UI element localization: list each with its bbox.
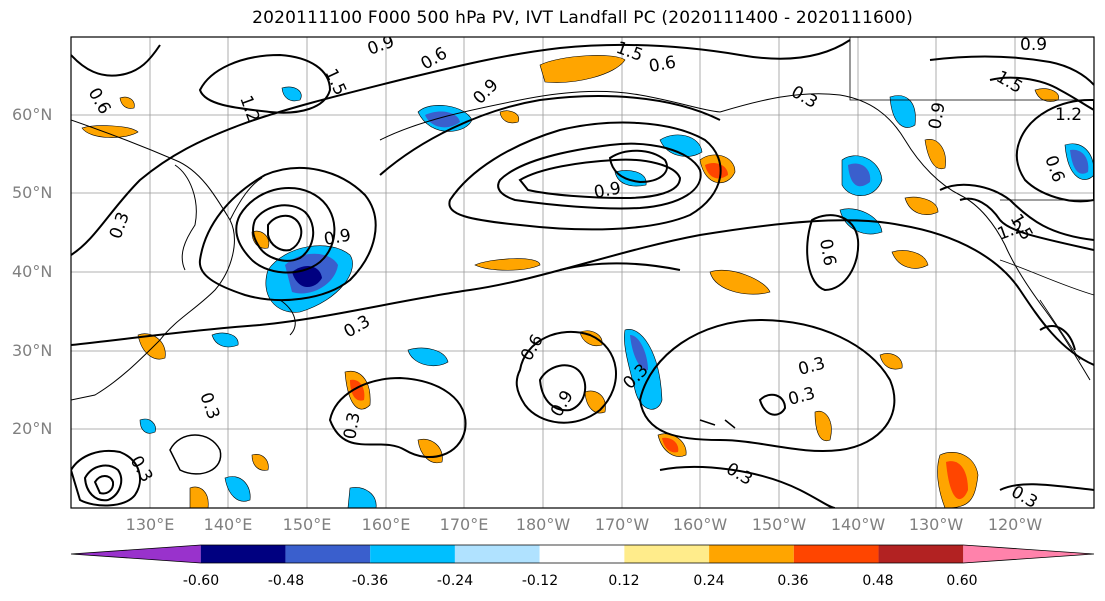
lon-label: 170°E <box>439 515 489 534</box>
lat-label: 30°N <box>12 341 53 360</box>
colorbar-swatch <box>370 545 455 563</box>
map-panel <box>71 37 1094 508</box>
lon-label: 130°W <box>908 515 964 534</box>
colorbar-tick-label: -0.12 <box>521 573 559 589</box>
negative-anomaly-region <box>1070 149 1089 174</box>
colorbar-tick-label: -0.24 <box>436 573 474 589</box>
lon-label: 150°E <box>282 515 332 534</box>
coastlines <box>71 37 1094 429</box>
lon-label: 120°W <box>987 515 1043 534</box>
colorbar-tick-label: 0.48 <box>862 573 894 589</box>
colorbar-swatch <box>454 545 540 563</box>
positive-anomaly-region <box>474 258 541 271</box>
contour-label: 1.2 <box>1055 105 1082 125</box>
colorbar-outline <box>70 544 1095 564</box>
colorbar-tick-label: 0.36 <box>777 573 809 589</box>
negative-anomaly-region <box>224 476 251 502</box>
lat-label: 60°N <box>12 105 53 124</box>
negative-anomaly-region <box>407 347 449 366</box>
negative-anomaly-region <box>347 487 377 508</box>
negative-anomaly-region <box>211 332 239 348</box>
positive-anomaly-region <box>499 110 520 124</box>
map-frame <box>70 36 1095 509</box>
lon-label: 170°W <box>594 515 650 534</box>
lon-label: 180°W <box>515 515 571 534</box>
positive-anomaly-region <box>904 196 939 215</box>
positive-anomaly-region <box>924 139 946 170</box>
positive-anomaly-region <box>662 437 679 453</box>
contour-label: 0.3 <box>340 411 364 441</box>
negative-anomaly-region <box>281 86 302 102</box>
positive-anomaly-region <box>189 486 209 508</box>
map-title: 2020111100 F000 500 hPa PV, IVT Landfall… <box>252 8 913 28</box>
graticule <box>71 37 1094 508</box>
positive-anomaly-region <box>891 250 929 269</box>
lon-label: 130°E <box>125 515 175 534</box>
positive-anomaly-region <box>705 163 728 179</box>
colorbar-tick-label: -0.36 <box>351 573 389 589</box>
positive-anomaly-region <box>119 96 135 109</box>
lat-label: 40°N <box>12 262 53 281</box>
colorbar-swatch <box>624 545 710 563</box>
positive-anomaly-region <box>539 55 626 83</box>
lon-label: 140°W <box>830 515 886 534</box>
colorbar-swatch <box>539 545 625 563</box>
positive-anomaly-region <box>251 454 269 471</box>
colorbar-tick-label: 0.12 <box>608 573 640 589</box>
negative-anomaly-region <box>630 335 648 371</box>
colorbar-swatch <box>878 545 964 563</box>
colorbar-tick-label: 0.60 <box>946 573 978 589</box>
negative-anomaly-region <box>889 95 916 128</box>
lon-label: 140°E <box>203 515 253 534</box>
colorbar-tick-label: -0.60 <box>182 573 220 589</box>
positive-anomaly-region <box>709 270 771 295</box>
lat-label: 20°N <box>12 419 53 438</box>
colorbar-swatch <box>71 545 201 563</box>
colorbar-swatch <box>709 545 794 563</box>
lon-label: 160°W <box>672 515 728 534</box>
contour-label: 0.9 <box>322 226 352 250</box>
negative-anomaly-region <box>659 134 703 157</box>
contour-label: 0.9 <box>1020 35 1047 55</box>
lat-label: 50°N <box>12 183 53 202</box>
shaded-anomalies <box>81 55 1094 508</box>
lon-label: 150°W <box>751 515 807 534</box>
positive-anomaly-region <box>814 410 832 442</box>
colorbar <box>70 544 1095 564</box>
lon-label: 160°E <box>361 515 411 534</box>
contour-label: 0.6 <box>815 237 839 267</box>
contour-label: 0.9 <box>925 101 949 131</box>
colorbar-swatch <box>285 545 371 563</box>
colorbar-tick-label: 0.24 <box>693 573 725 589</box>
colorbar-tick-label: -0.48 <box>267 573 305 589</box>
positive-anomaly-region <box>946 461 968 500</box>
positive-anomaly-region <box>584 390 606 414</box>
colorbar-swatch <box>200 545 286 563</box>
negative-anomaly-region <box>139 418 156 434</box>
contour-label: 0.6 <box>647 53 677 77</box>
positive-anomaly-region <box>137 333 166 360</box>
positive-anomaly-region <box>251 230 270 249</box>
colorbar-swatch <box>793 545 879 563</box>
positive-anomaly-region <box>879 353 903 370</box>
negative-anomaly-region <box>848 163 871 187</box>
pv-contours <box>71 39 1094 508</box>
colorbar-swatch <box>963 545 1094 563</box>
contour-label: 0.9 <box>592 179 622 203</box>
